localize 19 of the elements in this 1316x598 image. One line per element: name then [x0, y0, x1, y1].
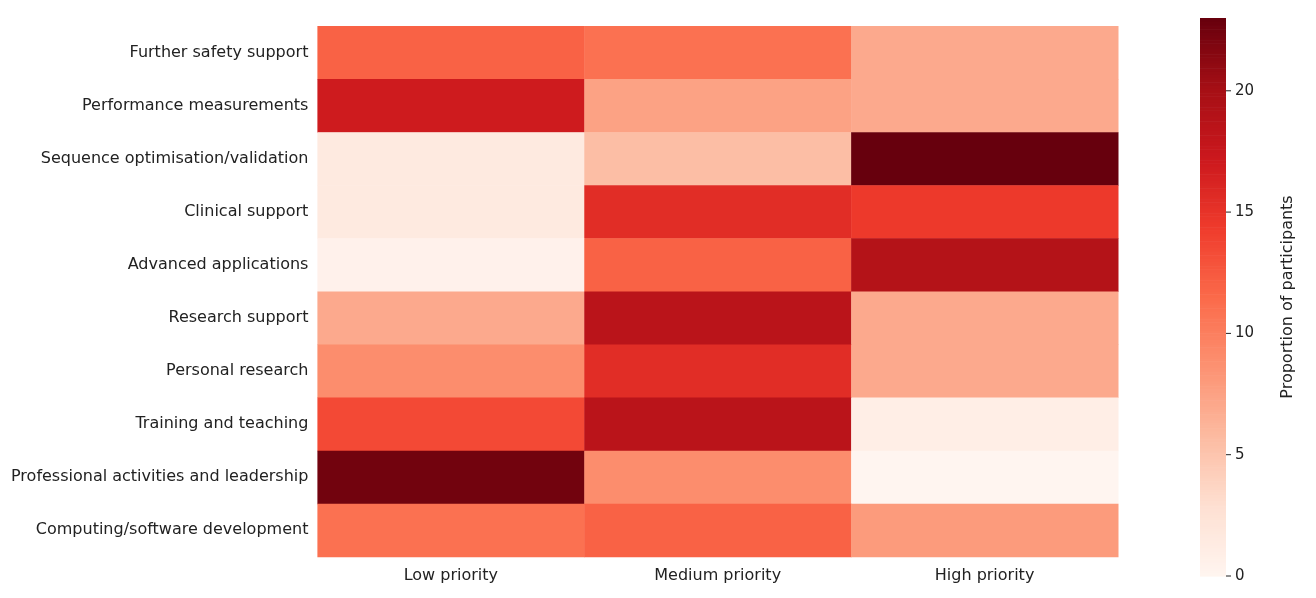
y-tick-label: Training and teaching: [134, 413, 309, 433]
y-tick-label: Clinical support: [184, 200, 309, 220]
x-tick-label: Low priority: [403, 564, 498, 584]
color-bar-label: 10: [1235, 323, 1255, 342]
color-bar-label: 20: [1235, 80, 1255, 99]
x-tick-label: Medium priority: [654, 564, 782, 584]
y-tick-label: Sequence optimisation/validation: [40, 147, 309, 167]
y-tick-label: Research support: [168, 307, 309, 327]
x-tick-label: High priority: [934, 564, 1035, 584]
color-bar-title: Proportion of participants: [1277, 195, 1297, 399]
y-tick-label: Professional activities and leadership: [10, 466, 309, 486]
y-tick-label: Performance measurements: [81, 94, 309, 114]
y-tick-label: Personal research: [166, 360, 309, 380]
color-bar-label: 0: [1235, 565, 1245, 584]
color-bar-label: 15: [1235, 201, 1255, 220]
y-tick-label: Further safety support: [129, 41, 309, 61]
y-tick-label: Computing/software development: [35, 519, 309, 539]
y-tick-label: Advanced applications: [127, 254, 309, 274]
color-bar-label: 5: [1235, 444, 1245, 463]
